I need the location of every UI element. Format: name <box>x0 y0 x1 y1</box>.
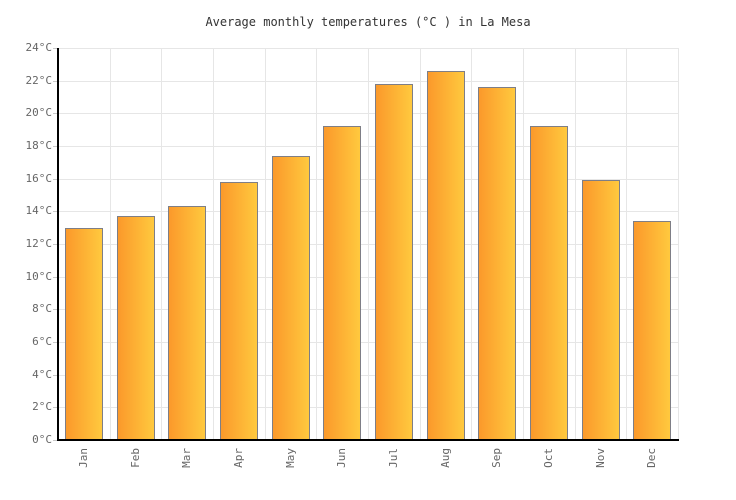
x-axis-label: Jun <box>335 448 349 468</box>
y-axis-label: 12°C <box>25 237 53 250</box>
y-axis-tick <box>53 48 58 49</box>
y-axis-label: 6°C <box>32 335 52 348</box>
bar-aug[interactable] <box>426 70 465 440</box>
y-axis-tick <box>53 440 58 441</box>
chart-title: Average monthly temperatures (°C ) in La… <box>205 15 531 29</box>
y-axis-label: 10°C <box>25 269 53 283</box>
y-axis-label: 20°C <box>25 106 53 120</box>
bar-jun[interactable] <box>323 126 362 440</box>
bar-may[interactable] <box>271 155 310 440</box>
vertical-gridline <box>109 48 111 440</box>
y-axis-label: 24°C <box>25 41 53 54</box>
bar-nov[interactable] <box>581 180 620 440</box>
vertical-gridline <box>213 48 214 440</box>
x-axis-label: Mar <box>180 448 194 468</box>
y-axis-label: 22°C <box>25 73 53 87</box>
y-axis-label: 18°C <box>25 139 53 152</box>
vertical-gridline <box>161 48 163 440</box>
y-axis-tick <box>53 211 58 213</box>
y-axis-tick <box>53 276 58 278</box>
x-axis-label: May <box>283 448 297 468</box>
y-axis-tick <box>53 178 58 180</box>
y-axis-tick <box>53 407 58 409</box>
y-axis-label: 16°C <box>25 171 53 185</box>
x-axis-label: Nov <box>593 448 607 468</box>
bar-feb[interactable] <box>116 216 155 440</box>
vertical-gridline <box>471 48 473 440</box>
y-axis-tick <box>53 113 58 115</box>
y-axis-tick <box>53 146 58 147</box>
vertical-gridline <box>368 48 369 440</box>
vertical-gridline <box>419 48 421 440</box>
x-axis-label: Dec <box>645 448 659 468</box>
bar-sep[interactable] <box>478 87 517 440</box>
bar-apr[interactable] <box>219 181 258 440</box>
vertical-gridline <box>574 48 576 440</box>
y-axis-label: 4°C <box>32 367 52 381</box>
vertical-gridline <box>626 48 628 440</box>
x-axis-label: Sep <box>490 448 504 468</box>
y-axis-tick <box>53 309 58 311</box>
y-axis-tick <box>53 342 58 343</box>
x-axis-label: Jan <box>76 448 90 468</box>
y-axis-label: 8°C <box>32 302 52 316</box>
y-axis-tick <box>53 80 58 82</box>
vertical-gridline <box>523 48 524 440</box>
x-axis-label: Feb <box>128 448 142 468</box>
x-axis-label: Oct <box>541 448 555 468</box>
x-axis-label: Jul <box>386 448 400 468</box>
bar-jul[interactable] <box>374 83 413 440</box>
vertical-gridline <box>316 48 318 440</box>
bar-dec[interactable] <box>633 221 672 440</box>
y-axis-line <box>57 48 59 440</box>
y-axis-label: 14°C <box>25 204 53 218</box>
y-axis-tick <box>53 244 58 245</box>
bar-oct[interactable] <box>529 126 568 440</box>
vertical-gridline <box>264 48 266 440</box>
x-axis-label: Aug <box>438 448 452 468</box>
x-axis-label: Apr <box>231 448 245 468</box>
bar-jan[interactable] <box>64 227 103 440</box>
y-axis-label: 0°C <box>32 433 52 446</box>
bar-mar[interactable] <box>168 206 207 440</box>
y-axis-label: 2°C <box>32 400 52 414</box>
x-axis-line <box>57 439 679 441</box>
y-axis-tick <box>53 374 58 376</box>
vertical-gridline <box>678 48 679 440</box>
